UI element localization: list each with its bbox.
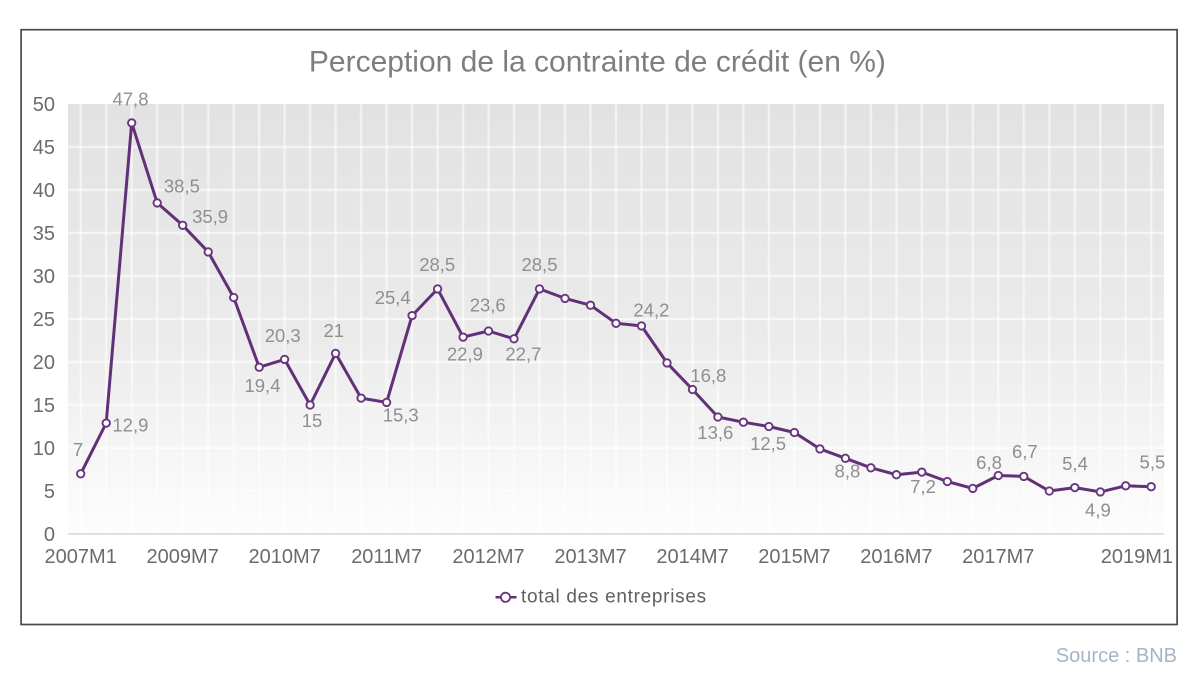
svg-text:2019M1: 2019M1 [1101,546,1173,568]
svg-text:12,5: 12,5 [750,433,786,454]
svg-text:16,8: 16,8 [690,365,726,386]
svg-text:0: 0 [44,524,55,546]
svg-text:6,8: 6,8 [976,452,1002,473]
svg-text:30: 30 [33,266,55,288]
svg-text:28,5: 28,5 [419,254,455,275]
svg-text:45: 45 [33,137,55,159]
svg-text:total des entreprises: total des entreprises [521,587,707,608]
svg-text:15: 15 [302,410,323,431]
svg-text:12,9: 12,9 [112,415,148,436]
svg-text:15: 15 [33,395,55,417]
svg-text:38,5: 38,5 [164,176,200,197]
svg-text:2009M7: 2009M7 [147,546,219,568]
svg-text:2013M7: 2013M7 [554,546,626,568]
svg-text:47,8: 47,8 [112,88,148,109]
svg-text:20: 20 [33,352,55,374]
svg-text:Source : BNB: Source : BNB [1056,645,1177,667]
svg-text:10: 10 [33,438,55,460]
svg-text:35,9: 35,9 [192,206,228,227]
svg-text:13,6: 13,6 [697,422,733,443]
svg-text:6,7: 6,7 [1012,441,1038,462]
svg-text:2014M7: 2014M7 [656,546,728,568]
svg-text:2007M1: 2007M1 [45,546,117,568]
svg-text:8,8: 8,8 [835,461,861,482]
svg-text:35: 35 [33,223,55,245]
svg-text:Perception de la contrainte de: Perception de la contrainte de crédit (e… [309,46,886,79]
svg-text:24,2: 24,2 [633,300,669,321]
svg-text:2010M7: 2010M7 [248,546,320,568]
svg-text:7: 7 [73,439,83,460]
svg-text:5,4: 5,4 [1062,453,1088,474]
svg-text:2012M7: 2012M7 [452,546,524,568]
svg-text:22,9: 22,9 [447,343,483,364]
svg-text:22,7: 22,7 [505,343,541,364]
svg-text:2015M7: 2015M7 [758,546,830,568]
svg-text:4,9: 4,9 [1085,499,1111,520]
svg-text:19,4: 19,4 [244,375,280,396]
svg-text:50: 50 [33,94,55,116]
svg-text:20,3: 20,3 [265,325,301,346]
svg-text:40: 40 [33,180,55,202]
svg-text:28,5: 28,5 [521,254,557,275]
svg-text:5,5: 5,5 [1140,451,1166,472]
svg-text:5: 5 [44,481,55,503]
svg-text:2011M7: 2011M7 [351,546,422,568]
svg-text:25: 25 [33,309,55,331]
svg-text:2017M7: 2017M7 [962,546,1034,568]
svg-text:25,4: 25,4 [375,287,411,308]
svg-text:15,3: 15,3 [383,405,419,426]
svg-text:23,6: 23,6 [470,295,506,316]
svg-text:21: 21 [324,320,345,341]
svg-text:7,2: 7,2 [910,476,936,497]
svg-text:2016M7: 2016M7 [860,546,932,568]
